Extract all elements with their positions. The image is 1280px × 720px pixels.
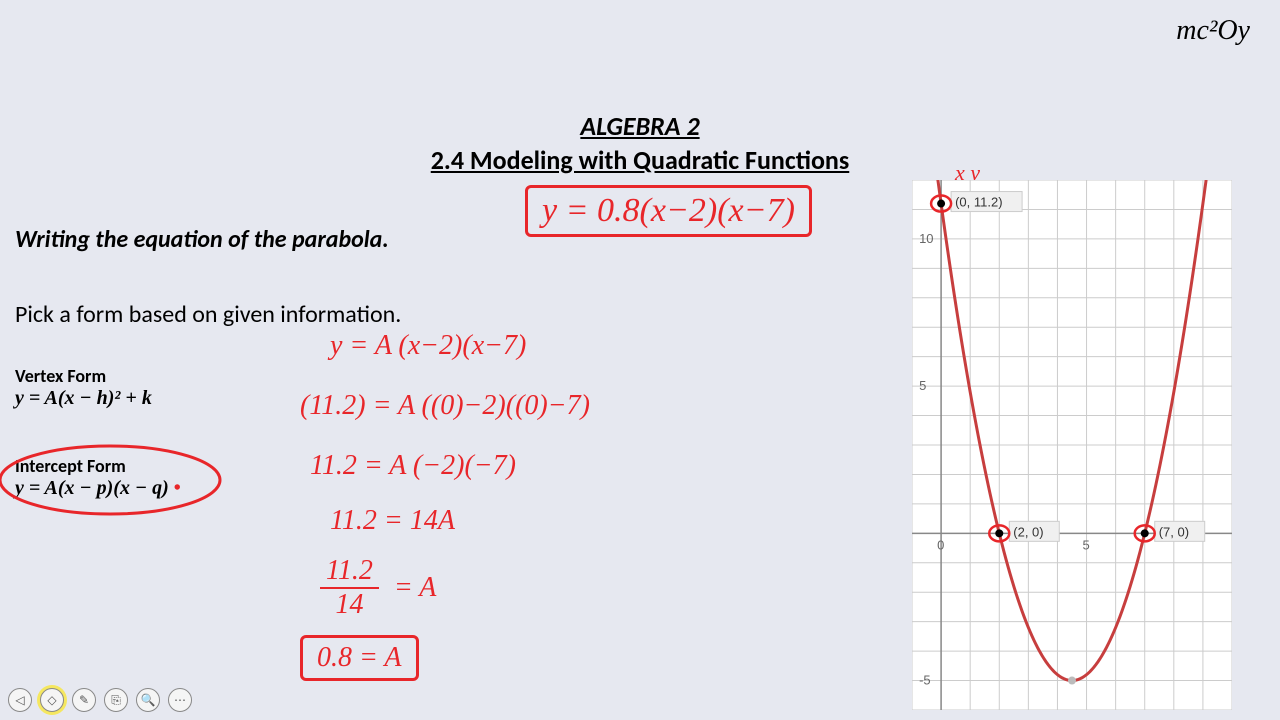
- instruction: Pick a form based on given information.: [15, 300, 401, 329]
- svg-text:10: 10: [919, 231, 933, 246]
- watermark-text: mc²Oy: [1176, 15, 1250, 47]
- svg-text:(7, 0): (7, 0): [1159, 524, 1189, 539]
- subheading: Writing the equation of the parabola.: [15, 225, 389, 254]
- vertex-form-label: Vertex Form: [15, 365, 152, 387]
- svg-text:-5: -5: [919, 673, 931, 688]
- graph-svg: (0, 11.2) (2, 0) (7, 0) 0 5 -5 5 10: [912, 180, 1232, 710]
- section-title: 2.4 Modeling with Quadratic Functions: [0, 144, 1280, 176]
- hand-step3: 11.2 = A (−2)(−7): [310, 450, 516, 482]
- hand-step2: (11.2) = A ((0)−2)((0)−7): [300, 390, 590, 422]
- course-title: ALGEBRA 2: [0, 110, 1280, 142]
- svg-text:(0, 11.2): (0, 11.2): [955, 195, 1002, 210]
- presenter-toolbar: ◁ ◇ ✎ ⎘ 🔍 ⋯: [8, 688, 192, 712]
- svg-text:(2, 0): (2, 0): [1013, 524, 1043, 539]
- hand-step1: y = A (x−2)(x−7): [330, 330, 526, 362]
- vertex-form-eq: y = A(x − h)² + k: [15, 387, 152, 410]
- svg-text:0: 0: [937, 537, 944, 552]
- tool-copy[interactable]: ⎘: [104, 688, 128, 712]
- tool-more[interactable]: ⋯: [168, 688, 192, 712]
- graph-panel: (0, 11.2) (2, 0) (7, 0) 0 5 -5 5 10: [912, 180, 1232, 710]
- svg-text:5: 5: [919, 378, 926, 393]
- hand-step5: 11.2 14 = A: [320, 555, 436, 621]
- vertex-form-block: Vertex Form y = A(x − h)² + k: [15, 365, 152, 410]
- hand-step6: 0.8 = A: [300, 635, 419, 681]
- tool-pointer[interactable]: ◇: [40, 688, 64, 712]
- svg-text:5: 5: [1083, 537, 1090, 552]
- tool-prev[interactable]: ◁: [8, 688, 32, 712]
- hand-step4: 11.2 = 14A: [330, 505, 455, 537]
- tool-pen[interactable]: ✎: [72, 688, 96, 712]
- intercept-form-circle: [0, 440, 235, 520]
- hand-answer: y = 0.8(x−2)(x−7): [525, 185, 812, 237]
- title-block: ALGEBRA 2 2.4 Modeling with Quadratic Fu…: [0, 0, 1280, 176]
- tool-zoom[interactable]: 🔍: [136, 688, 160, 712]
